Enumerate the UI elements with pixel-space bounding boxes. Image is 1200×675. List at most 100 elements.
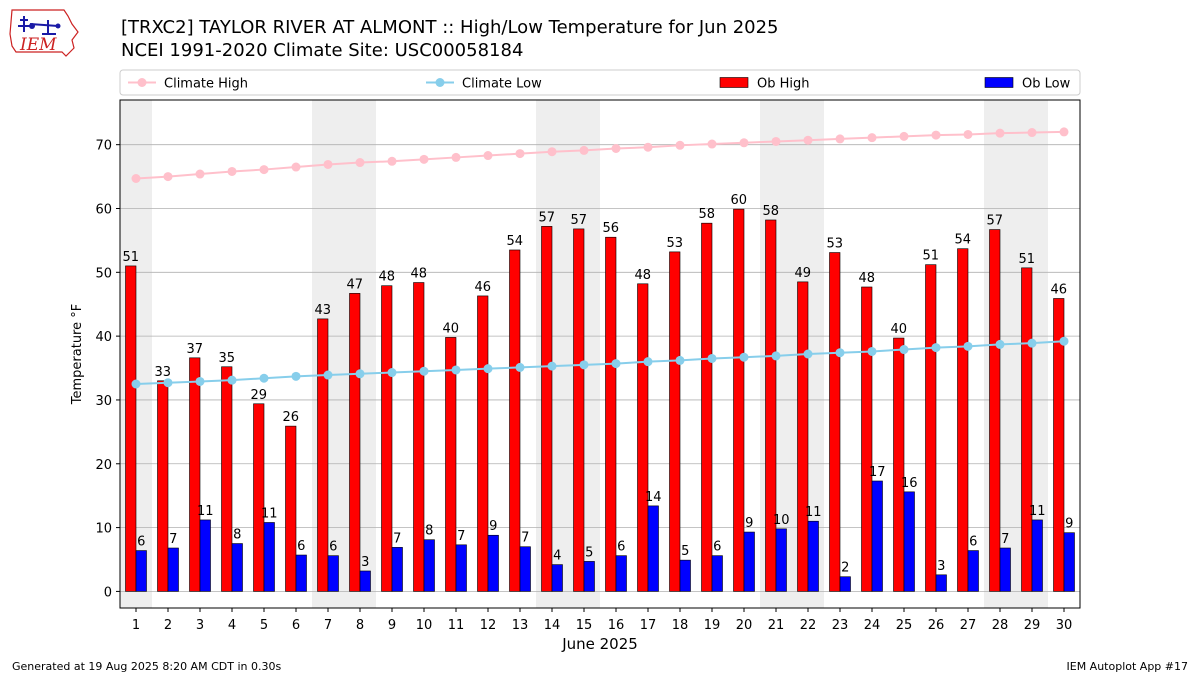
station-dot: [29, 23, 35, 29]
ob-low-label: 3: [937, 559, 945, 574]
ob-low-label: 7: [169, 532, 177, 547]
climate-high-point: [163, 172, 173, 182]
ob-high-bar: [637, 283, 649, 592]
climate-low-point: [515, 362, 525, 372]
legend-climate-low-label: Climate Low: [462, 77, 542, 92]
ob-low-bar: [519, 546, 531, 592]
ob-low-bar: [199, 519, 211, 592]
climate-high-point: [579, 145, 589, 155]
climate-low-point: [323, 370, 333, 380]
ob-high-label: 58: [762, 204, 779, 219]
ob-low-bar: [295, 554, 307, 592]
ob-high-label: 47: [346, 277, 363, 292]
ob-low-bar: [327, 555, 339, 592]
plot-frame: [119, 99, 1081, 609]
climate-high-point: [899, 131, 909, 141]
ob-low-bar: [967, 550, 979, 592]
x-tick-label: 19: [704, 618, 721, 633]
climate-high-point: [1059, 127, 1069, 137]
x-tick-label: 5: [260, 618, 268, 633]
ob-low-label: 7: [521, 531, 529, 546]
y-tick-label: 30: [95, 394, 112, 409]
ob-low-bar: [839, 576, 851, 592]
ob-low-bar: [423, 539, 435, 592]
x-tick-label: 10: [416, 618, 433, 633]
ob-low-label: 9: [745, 516, 753, 531]
x-tick-label: 7: [324, 618, 332, 633]
ob-low-bar: [135, 550, 147, 592]
ob-low-label: 11: [805, 505, 822, 520]
iem-logo: IEM: [9, 9, 79, 57]
climate-high-point: [771, 136, 781, 146]
ob-high-bar: [957, 248, 969, 592]
climate-low-line: [135, 340, 1065, 385]
ob-low-label: 11: [197, 504, 214, 519]
legend-climate-high-marker: [137, 78, 147, 87]
ob-low-label: 6: [297, 539, 305, 554]
ob-high-bar: [541, 226, 553, 592]
ob-high-bar: [669, 251, 681, 592]
x-tick-label: 23: [832, 618, 849, 633]
ob-high-bar: [381, 285, 393, 592]
climate-low-point: [387, 368, 397, 378]
legend-climate-high-label: Climate High: [164, 77, 248, 92]
x-tick-label: 15: [576, 618, 593, 633]
x-tick-label: 2: [164, 618, 172, 633]
x-tick-label: 25: [896, 618, 913, 633]
climate-high-point: [227, 166, 237, 176]
ob-high-label: 51: [922, 249, 939, 264]
climate-low-point: [547, 361, 557, 371]
climate-high-point: [1027, 128, 1037, 138]
climate-high-line: [135, 130, 1065, 180]
ob-high-label: 26: [282, 410, 299, 425]
ob-low-label: 6: [617, 540, 625, 555]
legend-climate-low-marker: [435, 78, 445, 87]
climate-high-point: [675, 140, 685, 150]
ob-high-bar: [221, 366, 233, 592]
climate-high-point: [739, 138, 749, 148]
climate-low-point: [419, 366, 429, 376]
x-tick-label: 16: [608, 618, 625, 633]
ob-high-label: 46: [474, 280, 491, 295]
climate-low-point: [835, 348, 845, 358]
ob-high-label: 49: [794, 266, 811, 281]
ob-low-bar: [679, 559, 691, 592]
ob-high-label: 35: [218, 351, 235, 366]
x-tick-label: 8: [356, 618, 364, 633]
ob-high-bar: [733, 208, 745, 592]
ob-high-label: 33: [154, 365, 171, 380]
ob-high-bar: [893, 337, 905, 592]
ob-high-bar: [797, 281, 809, 592]
climate-low-point: [131, 379, 141, 389]
ob-low-label: 14: [645, 490, 662, 505]
climate-high-point: [355, 158, 365, 168]
y-tick-label: 70: [95, 139, 112, 154]
x-tick-label: 27: [960, 618, 977, 633]
climate-high-point: [483, 151, 493, 161]
ob-high-bar: [989, 229, 1001, 592]
x-tick-label: 6: [292, 618, 300, 633]
ob-high-bar: [317, 318, 329, 592]
x-tick-label: 4: [228, 618, 236, 633]
x-tick-label: 21: [768, 618, 785, 633]
ob-high-bar: [605, 236, 617, 592]
climate-high-point: [387, 156, 397, 166]
x-tick-label: 3: [196, 618, 204, 633]
legend-ob-high-label: Ob High: [757, 77, 810, 92]
ob-high-bar: [253, 403, 265, 592]
ob-high-label: 40: [442, 321, 459, 336]
ob-low-bar: [1031, 519, 1043, 592]
climate-high-point: [195, 169, 205, 179]
legend-ob-low-swatch: [984, 77, 1014, 88]
climate-high-point: [995, 128, 1005, 138]
climate-high-point: [291, 162, 301, 172]
ob-high-bar: [125, 265, 137, 592]
climate-high-point: [323, 159, 333, 169]
climate-low-point: [771, 351, 781, 361]
ob-low-bar: [231, 543, 243, 592]
station-dot: [55, 23, 61, 29]
ob-high-label: 57: [538, 210, 555, 225]
ob-low-label: 5: [585, 545, 593, 560]
ob-low-bar: [807, 520, 819, 592]
